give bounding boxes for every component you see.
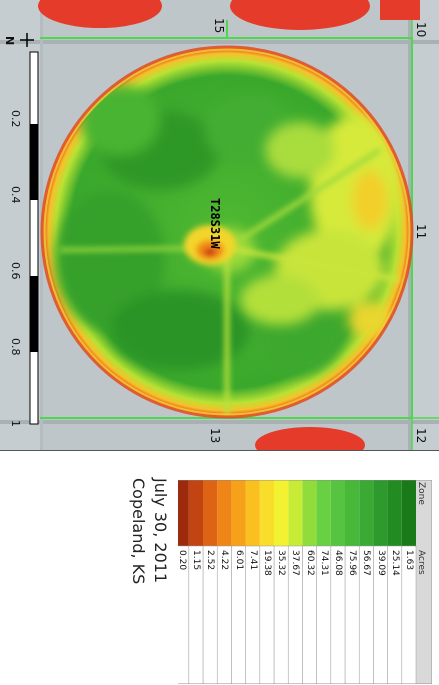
section-label-11: 11: [414, 224, 428, 240]
legend-acres-value: 1.63: [404, 550, 414, 571]
legend-swatch: [245, 480, 260, 546]
legend-swatch: [359, 480, 374, 546]
neighbor-field-top-left: [38, 0, 162, 28]
legend-swatch: [259, 480, 274, 546]
legend-swatch: [330, 480, 345, 546]
legend-acres-value: 7.41: [247, 550, 258, 571]
township-label: T28S31W: [208, 198, 222, 249]
legend-swatch: [217, 480, 232, 546]
legend-swatch: [387, 480, 402, 546]
legend-acres-value: 37.67: [290, 550, 301, 576]
legend-header-band: [416, 480, 432, 684]
legend-acres-value: 75.96: [347, 550, 358, 576]
neighbor-field-bottom: [255, 427, 365, 450]
legend-acres-value: 60.32: [304, 550, 315, 576]
legend-swatch: [401, 480, 416, 546]
image-date: July 30, 2011: [151, 478, 170, 584]
legend-acres-value: 19.38: [262, 550, 272, 576]
section-label-15: 15: [212, 18, 226, 34]
legend-acres-cell: [178, 545, 190, 684]
legend-swatch: [345, 480, 360, 546]
legend-swatch: [288, 480, 303, 546]
acres-header: Acres: [416, 550, 426, 575]
center-pivot-field: [40, 45, 414, 419]
north-label: N: [3, 36, 16, 46]
legend-table: [178, 480, 432, 684]
legend-acres-value: 74.31: [318, 550, 329, 576]
scale-tick-0.8: 0.8: [9, 338, 22, 356]
legend-swatch: [203, 480, 218, 546]
north-arrow-icon: [20, 33, 34, 47]
legend-swatch: [178, 480, 189, 546]
scale-tick-0.6: 0.6: [9, 262, 22, 280]
legend-acres-value: 1.15: [191, 550, 201, 571]
section-label-12: 12: [414, 428, 428, 444]
legend-swatch: [274, 480, 289, 546]
section-label-10: 10: [414, 22, 428, 38]
scale-bar: [29, 51, 39, 425]
legend-acres-value: 56.67: [361, 550, 372, 576]
field-map: 15 10 11 13 12 T28S31W N 0.2 0.4 0.6 0.8…: [0, 0, 439, 451]
legend-swatch: [316, 480, 331, 546]
legend-acres-value: 4.22: [219, 550, 230, 571]
zone-legend: Zone Acres 1.63 25.14 39.09 56.67 75.96 46.08…: [176, 480, 432, 684]
map-image: [0, 0, 439, 450]
legend-acres-value: 0.20: [176, 550, 187, 571]
scale-tick-0.4: 0.4: [9, 186, 22, 204]
legend-swatch: [373, 480, 388, 546]
legend-acres-value: 6.01: [233, 550, 244, 571]
scale-tick-0.2: 0.2: [9, 110, 22, 128]
legend-acres-value: 2.52: [205, 550, 216, 571]
scale-tick-1: 1: [9, 420, 22, 427]
legend-swatch: [302, 480, 317, 546]
location-label: Copeland, KS: [129, 478, 148, 585]
legend-acres-value: 46.08: [333, 550, 343, 576]
legend-acres-value: 35.32: [276, 550, 287, 576]
zone-header: Zone: [416, 482, 426, 505]
legend-acres-value: 25.14: [389, 550, 400, 576]
section-label-13: 13: [208, 428, 222, 444]
legend-swatch: [188, 480, 203, 546]
legend-swatch: [231, 480, 246, 546]
legend-acres-value: 39.09: [375, 550, 386, 576]
neighbor-field-top-right: [230, 0, 370, 30]
